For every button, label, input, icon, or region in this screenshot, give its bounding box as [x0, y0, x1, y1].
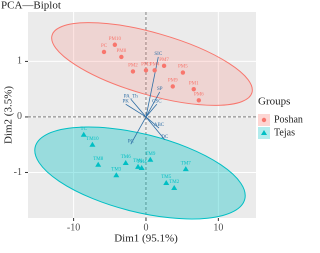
point-label: TM10: [86, 137, 99, 142]
y-tick-label: 0: [17, 111, 22, 122]
point: [135, 163, 142, 169]
variable-label: SIC: [154, 52, 162, 57]
point-label: TM8: [93, 157, 104, 162]
point: [95, 161, 102, 167]
loading-arrow: [145, 91, 161, 118]
point: [112, 42, 118, 47]
point-label: PM6: [194, 92, 204, 97]
chart-title: PCA—Biplot: [1, 0, 61, 12]
legend-title: Groups: [258, 96, 290, 108]
point-label: PM9: [168, 79, 178, 84]
legend-marker: [261, 117, 267, 123]
point-label: PM5: [178, 65, 188, 70]
point: [196, 98, 202, 103]
legend-marker: [261, 130, 267, 135]
point-label: TM4: [137, 160, 148, 165]
legend-label: Tejas: [274, 127, 295, 138]
point-label: TM7: [181, 161, 192, 166]
point-label: PM7: [159, 58, 169, 63]
loading-arrow: [145, 116, 160, 129]
y-tick-label: 1: [17, 56, 22, 67]
point: [180, 70, 186, 75]
variable-label: DC: [161, 135, 169, 140]
point: [182, 166, 189, 172]
chart: PCA—Biplot Dim1 (95.1%) Dim2 (3.5%) Grou…: [1, 0, 303, 245]
point-label: TM3: [111, 167, 122, 172]
confidence-ellipse: [51, 22, 253, 106]
point: [143, 68, 149, 73]
point: [130, 69, 136, 74]
point: [101, 49, 107, 55]
point: [113, 172, 120, 178]
point: [147, 156, 154, 162]
variable-label: PC: [128, 139, 135, 144]
variable-label: SP: [157, 87, 163, 92]
x-tick-label: 10: [213, 222, 223, 233]
point: [80, 131, 87, 137]
loading-arrow: [125, 103, 147, 118]
point: [152, 68, 157, 73]
point-label: TC: [81, 127, 88, 132]
point-label: TM9: [145, 152, 156, 157]
confidence-ellipse: [34, 126, 246, 220]
point-label: PM10: [109, 37, 122, 42]
loading-arrow: [145, 56, 159, 118]
point: [170, 84, 175, 89]
point: [163, 180, 170, 186]
loading-arrow: [145, 116, 166, 140]
point-label: PM4: [150, 62, 160, 67]
point: [191, 86, 196, 92]
y-axis-label: Dim2 (3.5%): [3, 86, 15, 144]
y-tick-label: -1: [14, 167, 22, 178]
variable-label: CSC: [152, 99, 162, 104]
x-tick-label: 0: [143, 222, 148, 233]
point-label: PM1: [189, 81, 199, 86]
point: [89, 141, 96, 147]
point-label: PM3: [141, 62, 151, 67]
point-label: TM2: [169, 180, 180, 185]
x-axis-label: Dim1 (95.1%): [114, 233, 178, 245]
variable-label: ABC: [154, 123, 165, 128]
point: [138, 165, 145, 171]
loading-arrow: [145, 103, 158, 118]
x-tick-label: -10: [67, 222, 80, 233]
point-label: TM6: [121, 155, 132, 160]
variable-label: PA_Th: [124, 94, 138, 99]
point: [171, 185, 178, 191]
point-label: PM2: [128, 64, 138, 69]
point: [122, 160, 129, 166]
point-label: PM8: [117, 49, 127, 54]
point-label: TM1: [133, 159, 144, 164]
variable-label: PK: [123, 99, 130, 104]
point-label: PC: [101, 44, 108, 49]
point: [119, 54, 124, 60]
loading-arrow: [130, 98, 147, 118]
point: [161, 63, 167, 69]
point-label: TM5: [161, 175, 172, 180]
loading-arrow: [130, 116, 147, 145]
legend-label: Poshan: [274, 114, 303, 125]
